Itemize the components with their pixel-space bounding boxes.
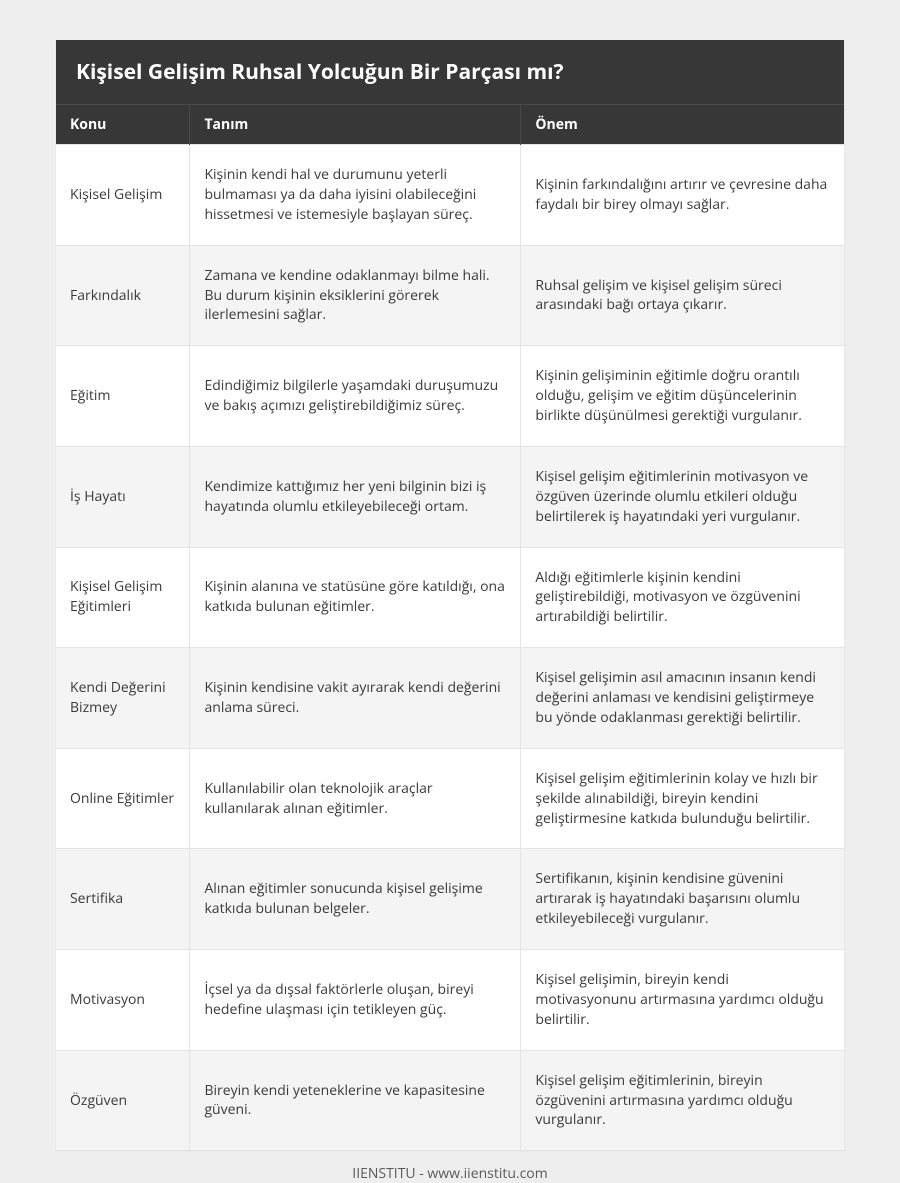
cell-importance: Kişisel gelişim eğitimlerinin motivasyon… [521, 446, 844, 547]
cell-definition: Bireyin kendi yeteneklerine ve kapasites… [190, 1050, 521, 1150]
table-row: FarkındalıkZamana ve kendine odaklanmayı… [56, 245, 844, 346]
cell-importance: Kişinin gelişiminin eğitimle doğru orant… [521, 346, 844, 447]
cell-importance: Kişisel gelişim eğitimlerinin, bireyin ö… [521, 1050, 844, 1150]
footer-credit: IIENSTITU - www.iienstitu.com [56, 1150, 844, 1183]
cell-topic: Özgüven [56, 1050, 190, 1150]
cell-topic: Kişisel Gelişim [56, 145, 190, 246]
cell-topic: Kişisel Gelişim Eğitimleri [56, 547, 190, 648]
cell-definition: Zamana ve kendine odaklanmayı bilme hali… [190, 245, 521, 346]
cell-importance: Ruhsal gelişim ve kişisel gelişim süreci… [521, 245, 844, 346]
table-header-row: Konu Tanım Önem [56, 105, 844, 145]
cell-definition: Edindiğimiz bilgilerle yaşamdaki duruşum… [190, 346, 521, 447]
table-row: ÖzgüvenBireyin kendi yeteneklerine ve ka… [56, 1050, 844, 1150]
cell-topic: İş Hayatı [56, 446, 190, 547]
cell-definition: Alınan eğitimler sonucunda kişisel geliş… [190, 849, 521, 950]
cell-definition: İçsel ya da dışsal faktörlerle oluşan, b… [190, 950, 521, 1051]
table-row: Kendi Değerini BizmeyKişinin kendisine v… [56, 648, 844, 749]
cell-importance: Sertifikanın, kişinin kendisine güvenini… [521, 849, 844, 950]
table-row: İş HayatıKendimize kattığımız her yeni b… [56, 446, 844, 547]
data-table: Konu Tanım Önem Kişisel GelişimKişinin k… [56, 104, 844, 1150]
table-row: EğitimEdindiğimiz bilgilerle yaşamdaki d… [56, 346, 844, 447]
table-row: SertifikaAlınan eğitimler sonucunda kişi… [56, 849, 844, 950]
cell-definition: Kişinin alanına ve statüsüne göre katıld… [190, 547, 521, 648]
cell-topic: Sertifika [56, 849, 190, 950]
cell-definition: Kişinin kendi hal ve durumunu yeterli bu… [190, 145, 521, 246]
page-title: Kişisel Gelişim Ruhsal Yolcuğun Bir Parç… [56, 40, 844, 104]
table-row: Motivasyonİçsel ya da dışsal faktörlerle… [56, 950, 844, 1051]
cell-importance: Kişisel gelişimin asıl amacının insanın … [521, 648, 844, 749]
cell-importance: Kişisel gelişimin, bireyin kendi motivas… [521, 950, 844, 1051]
cell-topic: Kendi Değerini Bizmey [56, 648, 190, 749]
cell-importance: Aldığı eğitimlerle kişinin kendini geliş… [521, 547, 844, 648]
cell-topic: Motivasyon [56, 950, 190, 1051]
table-row: Online EğitimlerKullanılabilir olan tekn… [56, 748, 844, 849]
cell-importance: Kişisel gelişim eğitimlerinin kolay ve h… [521, 748, 844, 849]
cell-topic: Farkındalık [56, 245, 190, 346]
col-header-importance: Önem [521, 105, 844, 145]
col-header-definition: Tanım [190, 105, 521, 145]
content-card: Kişisel Gelişim Ruhsal Yolcuğun Bir Parç… [56, 40, 844, 1150]
cell-definition: Kişinin kendisine vakit ayırarak kendi d… [190, 648, 521, 749]
cell-importance: Kişinin farkındalığını artırır ve çevres… [521, 145, 844, 246]
cell-topic: Online Eğitimler [56, 748, 190, 849]
table-row: Kişisel Gelişim EğitimleriKişinin alanın… [56, 547, 844, 648]
cell-definition: Kendimize kattığımız her yeni bilginin b… [190, 446, 521, 547]
cell-definition: Kullanılabilir olan teknolojik araçlar k… [190, 748, 521, 849]
col-header-topic: Konu [56, 105, 190, 145]
table-row: Kişisel GelişimKişinin kendi hal ve duru… [56, 145, 844, 246]
cell-topic: Eğitim [56, 346, 190, 447]
